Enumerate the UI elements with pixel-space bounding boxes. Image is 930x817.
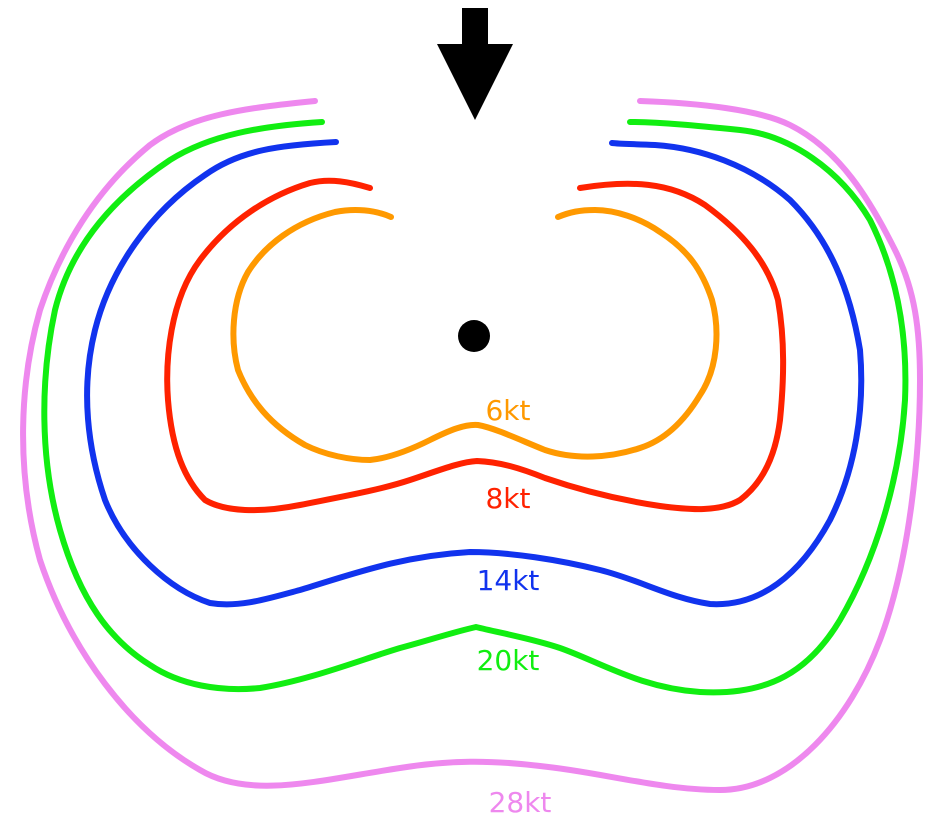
contour-14kt-line — [84, 139, 865, 608]
contour-14kt: 14kt — [84, 139, 865, 608]
contour-28kt-line — [20, 98, 923, 793]
contour-8kt-label: 8kt — [485, 482, 530, 515]
contour-8kt-line — [164, 177, 787, 514]
contour-20kt: 20kt — [41, 119, 909, 696]
contour-20kt-line — [41, 119, 909, 696]
contour-6kt-label: 6kt — [485, 394, 530, 427]
contour-28kt-label: 28kt — [489, 786, 552, 817]
contour-8kt: 8kt — [164, 177, 787, 515]
down-arrow-icon — [437, 8, 513, 120]
contour-6kt-line — [230, 206, 720, 463]
contour-20kt-label: 20kt — [477, 644, 540, 677]
dot-icon — [458, 320, 490, 352]
contour-14kt-label: 14kt — [477, 564, 540, 597]
contour-6kt: 6kt — [230, 206, 720, 463]
contour-28kt: 28kt — [20, 98, 923, 817]
